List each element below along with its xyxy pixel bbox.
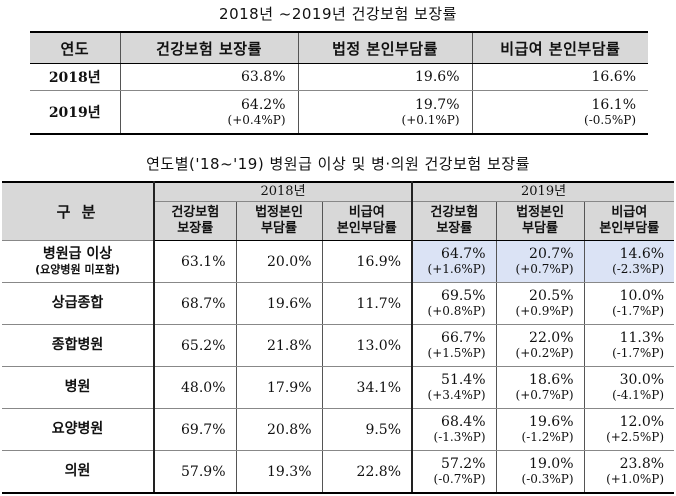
subheader-statutory-copay-2019: 법정본인 부담률 (496, 201, 585, 241)
header-non-covered-copay: 비급여 본인부담률 (472, 31, 648, 64)
change-value: (+3.4%P) (427, 388, 486, 402)
change-value: (+1.5%P) (427, 346, 486, 360)
change-value: (+2.5%P) (606, 430, 665, 444)
change-value: (-0.5%P) (584, 112, 636, 127)
cell-value-2018: 19.6% (236, 282, 323, 325)
header-year-2018: 2018년 (154, 181, 414, 202)
table1-title: 2018년 ~2019년 건강보험 보장률 (219, 5, 457, 23)
table-row: 2019년 64.2% (+0.4%P) 19.7% (+0.1%P) 16.1%(… (30, 90, 648, 135)
header-category: 구 분 (2, 181, 155, 241)
cell-value: 16.1% (-0.5%P) (472, 90, 648, 135)
cell-value-2018: 11.7% (322, 282, 414, 325)
cell-value-2019: 57.2% (-0.7%P) (412, 450, 497, 494)
cell-value-2019: 64.7% (+1.6%P) (412, 240, 497, 283)
cell-value-2019: 23.8% (+1.0%P) (584, 450, 675, 494)
cell-value: 19.7% (+0.1%P) (298, 90, 473, 135)
cell-value-2018: 22.8% (322, 450, 414, 494)
cell-value-2018: 21.8% (236, 324, 323, 367)
cell-value-2019: 22.0% (+0.2%P) (496, 324, 585, 367)
change-value: (-1.7%P) (612, 304, 665, 318)
change-value: (+1.0%P) (606, 472, 665, 486)
cell-value-2019: 69.5% (+0.8%P) (412, 282, 497, 325)
subheader-coverage-rate-2018: 건강보험 보장률 (154, 201, 237, 241)
cell-value-2019: 30.0% (-4.1%P) (584, 366, 675, 409)
category-note: (요양병원 미포함) (35, 263, 120, 276)
cell-value: 64.2% (+0.4%P) (120, 90, 299, 135)
row-year: 2019년 (30, 90, 121, 135)
header-statutory-copay: 법정 본인부담률 (298, 31, 473, 64)
change-value: (-4.1%P) (612, 388, 665, 402)
change-value: (-0.3%P) (521, 472, 574, 486)
cell-value: 63.8% (120, 63, 299, 91)
change-value: (+0.8%P) (427, 304, 486, 318)
change-value: (-1.2%P) (521, 430, 574, 444)
cell-value-2019: 68.4% (-1.3%P) (412, 408, 497, 451)
table-row: 병원 48.0% 17.9% 34.1% 51.4% (+3.4%P) 18.6% (+0.7… (2, 366, 675, 409)
change-value: (+0.7%P) (515, 262, 574, 276)
cell-value-2018: 17.9% (236, 366, 323, 409)
cell-value-2019: 12.0% (+2.5%P) (584, 408, 675, 451)
row-category: 상급종합 (2, 282, 155, 325)
cell-value-2018: 34.1% (322, 366, 414, 409)
table-row: 종합병원 65.2% 21.8% 13.0% 66.7% (+1.5%P) 22.0% (+0… (2, 324, 675, 367)
row-category: 요양병원 (2, 408, 155, 451)
cell-value-2019: 20.5% (+0.9%P) (496, 282, 585, 325)
header-year: 연도 (30, 31, 121, 64)
cell-value-2018: 20.0% (236, 240, 323, 283)
row-year: 2018년 (30, 63, 121, 91)
cell-value-2018: 19.3% (236, 450, 323, 494)
cell-value-2018: 13.0% (322, 324, 414, 367)
header-year-2019: 2019년 (412, 181, 675, 202)
cell-value-2018: 20.8% (236, 408, 323, 451)
table-row: 상급종합 68.7% 19.6% 11.7% 69.5% (+0.8%P) 20.5% (+0… (2, 282, 675, 325)
row-category: 종합병원 (2, 324, 155, 367)
cell-value-2018: 48.0% (154, 366, 237, 409)
cell-value-2019: 20.7% (+0.7%P) (496, 240, 585, 283)
subheader-statutory-copay-2018: 법정본인 부담률 (236, 201, 323, 241)
cell-value-2019: 18.6% (+0.7%P) (496, 366, 585, 409)
header-coverage-rate: 건강보험 보장률 (120, 31, 299, 64)
cell-value-2018: 16.9% (322, 240, 414, 283)
row-category: 병원급 이상 (요양병원 미포함) (2, 240, 155, 283)
change-value: (+0.9%P) (515, 304, 574, 318)
cell-value-2018: 57.9% (154, 450, 237, 494)
subheader-non-covered-copay-2019: 비급여 본인부담률 (584, 201, 675, 241)
cell-value: 19.6% (298, 63, 473, 91)
table-row: 요양병원 69.7% 20.8% 9.5% 68.4% (-1.3%P) 19.6% (-1.… (2, 408, 675, 451)
cell-value-2018: 68.7% (154, 282, 237, 325)
cell-value-2019: 66.7% (+1.5%P) (412, 324, 497, 367)
cell-value-2018: 65.2% (154, 324, 237, 367)
change-value: (-2.3%P) (612, 262, 665, 276)
cell-value-2018: 63.1% (154, 240, 237, 283)
cell-value-2019: 51.4% (+3.4%P) (412, 366, 497, 409)
change-value: (-1.7%P) (612, 346, 665, 360)
change-value: (+0.2%P) (515, 346, 574, 360)
change-value: (+0.4%P) (227, 112, 286, 127)
table-row: 병원급 이상 (요양병원 미포함) 63.1% 20.0% 16.9% 64.7% (+1.… (2, 240, 675, 283)
table-row: 2018년 63.8% 19.6% 16.6% (30, 63, 648, 91)
change-value: (+0.1%P) (401, 112, 460, 127)
change-value: (-1.3%P) (433, 430, 486, 444)
change-value: (+1.6%P) (427, 262, 486, 276)
table-row: 의원 57.9% 19.3% 22.8% 57.2% (-0.7%P) 19.0% (-0.3… (2, 450, 675, 494)
coverage-by-institution-table: 구 분 2018년 2019년 건강보험 보장률 법정본인 부담률 비급여 본인부담률 건강… (2, 181, 675, 494)
change-value: (+0.7%P) (515, 388, 574, 402)
cell-value-2018: 9.5% (322, 408, 414, 451)
row-category: 병원 (2, 366, 155, 409)
subheader-non-covered-copay-2018: 비급여 본인부담률 (322, 201, 414, 241)
cell-value-2019: 10.0% (-1.7%P) (584, 282, 675, 325)
cell-value-2019: 11.3% (-1.7%P) (584, 324, 675, 367)
subheader-coverage-rate-2019: 건강보험 보장률 (412, 201, 497, 241)
change-value: (-0.7%P) (433, 472, 486, 486)
table2-title: 연도별('18~'19) 병원급 이상 및 병·의원 건강보험 보장률 (146, 155, 530, 173)
cell-value-2018: 69.7% (154, 408, 237, 451)
row-category: 의원 (2, 450, 155, 494)
cell-value-2019: 14.6% (-2.3%P) (584, 240, 675, 283)
cell-value-2019: 19.6% (-1.2%P) (496, 408, 585, 451)
coverage-rate-summary-table: 연도 건강보험 보장률 법정 본인부담률 비급여 본인부담률 2018년 63.… (30, 31, 648, 135)
cell-value-2019: 19.0% (-0.3%P) (496, 450, 585, 494)
cell-value: 16.6% (472, 63, 648, 91)
